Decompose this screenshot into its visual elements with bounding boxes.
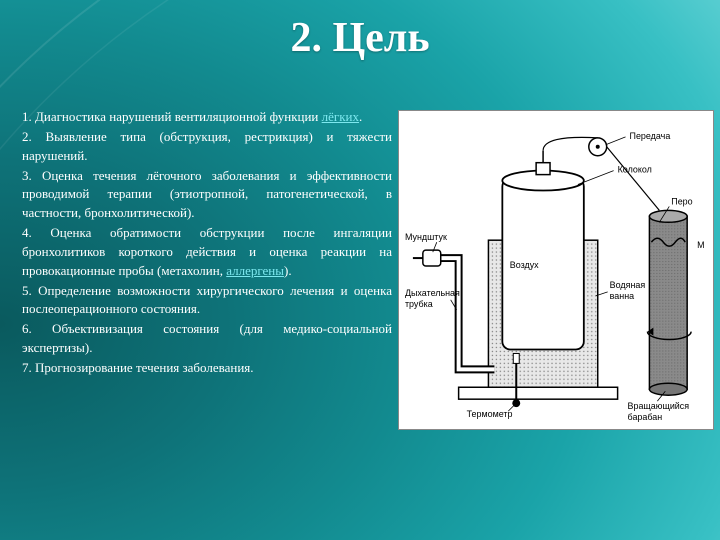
label-mundshtuk: Мундштук <box>405 232 447 242</box>
point-1c: . <box>359 109 362 124</box>
label-baraban2: барабан <box>628 412 663 422</box>
slide-title: 2. Цель <box>0 0 720 62</box>
point-5: 5. Определение возможности хирургическог… <box>22 282 392 320</box>
label-vodvanna1: Водяная <box>610 280 646 290</box>
point-7: 7. Прогнозирование течения заболевания. <box>22 359 392 378</box>
point-2: 2. Выявление типа (обструкция, рестрикци… <box>22 128 392 166</box>
label-peredacha: Передача <box>630 131 671 141</box>
label-termometr: Термометр <box>467 409 513 419</box>
label-pero: Перо <box>671 196 692 206</box>
point-4a: 4. Оценка обратимости обструкции после и… <box>22 225 392 278</box>
spirometer-diagram: М Передача Колокол Перо Мундштук Воздух … <box>398 110 714 430</box>
edge-cut: М <box>697 240 704 250</box>
label-kolokol: Колокол <box>618 165 652 175</box>
label-baraban1: Вращающийся <box>628 401 690 411</box>
point-6: 6. Объективизация состояния (для медико-… <box>22 320 392 358</box>
point-3: 3. Оценка течения лёгочного заболевания … <box>22 167 392 224</box>
label-dyhtrubka2: трубка <box>405 299 433 309</box>
label-dyhtrubka1: Дыхательная <box>405 288 460 298</box>
point-4b: ). <box>284 263 292 278</box>
link-legkih[interactable]: лёгких <box>322 109 359 124</box>
point-1a: 1. Диагностика нарушений вентиляционной … <box>22 109 318 124</box>
link-allergeny[interactable]: аллергены <box>226 263 284 278</box>
body-text: 1. Диагностика нарушений вентиляционной … <box>22 108 392 379</box>
label-vodvanna2: ванна <box>610 291 634 301</box>
label-vozduh: Воздух <box>510 260 539 270</box>
